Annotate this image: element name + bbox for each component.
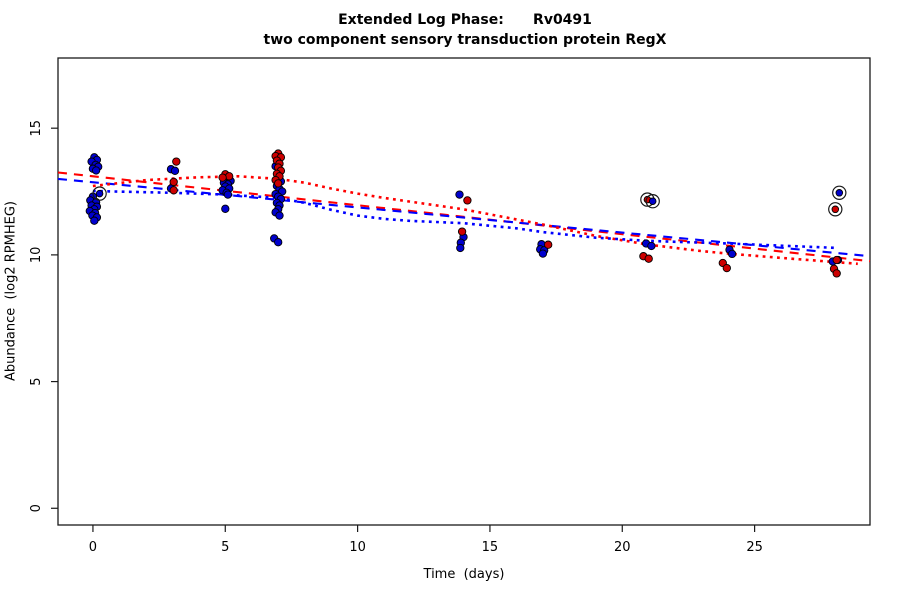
data-point-blue xyxy=(727,249,737,259)
data-point-red xyxy=(169,177,178,187)
blue-dashed-fit xyxy=(57,177,871,258)
data-point-blue xyxy=(275,211,284,220)
circled-data-point-blue xyxy=(835,189,844,197)
circled-data-point-blue xyxy=(648,197,657,205)
y-tick-label: 15 xyxy=(29,120,44,137)
x-tick-label: 10 xyxy=(349,540,366,555)
data-point-blue xyxy=(455,190,464,199)
blue-dotted-fit xyxy=(92,189,835,250)
highlight-ring xyxy=(645,193,660,209)
data-point-red xyxy=(169,186,178,195)
y-tick-label: 5 xyxy=(29,377,44,385)
chart-subtitle: two component sensory transduction prote… xyxy=(263,32,667,48)
data-point-blue xyxy=(223,190,233,199)
data-point-red xyxy=(832,269,841,278)
circled-data-point-blue xyxy=(95,189,104,198)
data-point-blue xyxy=(170,166,180,175)
highlight-ring xyxy=(828,202,843,217)
data-point-blue xyxy=(91,166,101,175)
data-point-blue xyxy=(538,249,548,258)
x-tick-label: 0 xyxy=(89,540,97,555)
data-point-red xyxy=(457,227,467,236)
y-axis-label: Abundance (log2 RPMHEG) xyxy=(3,200,19,382)
x-tick-label: 15 xyxy=(482,540,499,555)
highlight-ring xyxy=(92,186,107,201)
x-tick-label: 25 xyxy=(746,540,763,555)
data-point-red xyxy=(172,157,181,166)
plot-box xyxy=(57,57,871,526)
data-point-red xyxy=(274,179,283,188)
x-axis-label: Time (days) xyxy=(423,567,505,582)
data-point-red xyxy=(225,172,234,181)
data-point-red xyxy=(722,263,731,273)
data-point-red xyxy=(544,240,553,249)
data-point-blue xyxy=(90,216,99,225)
highlight-ring xyxy=(832,185,847,200)
x-tick-label: 20 xyxy=(614,540,631,555)
chart-title: Extended Log Phase: Rv0491 xyxy=(338,12,592,28)
data-point-blue xyxy=(221,204,230,213)
data-point-red xyxy=(463,196,472,205)
red-dotted-fit xyxy=(92,174,858,266)
data-point-blue xyxy=(456,243,465,253)
data-point-red xyxy=(644,254,653,263)
x-tick-label: 5 xyxy=(221,540,229,555)
data-point-blue xyxy=(647,241,656,251)
y-tick-label: 10 xyxy=(29,247,44,264)
data-point-red xyxy=(832,255,841,265)
circled-data-point-red xyxy=(831,205,840,214)
y-tick-label: 0 xyxy=(29,504,44,512)
data-point-blue xyxy=(274,238,283,247)
data-point-red xyxy=(218,173,227,182)
